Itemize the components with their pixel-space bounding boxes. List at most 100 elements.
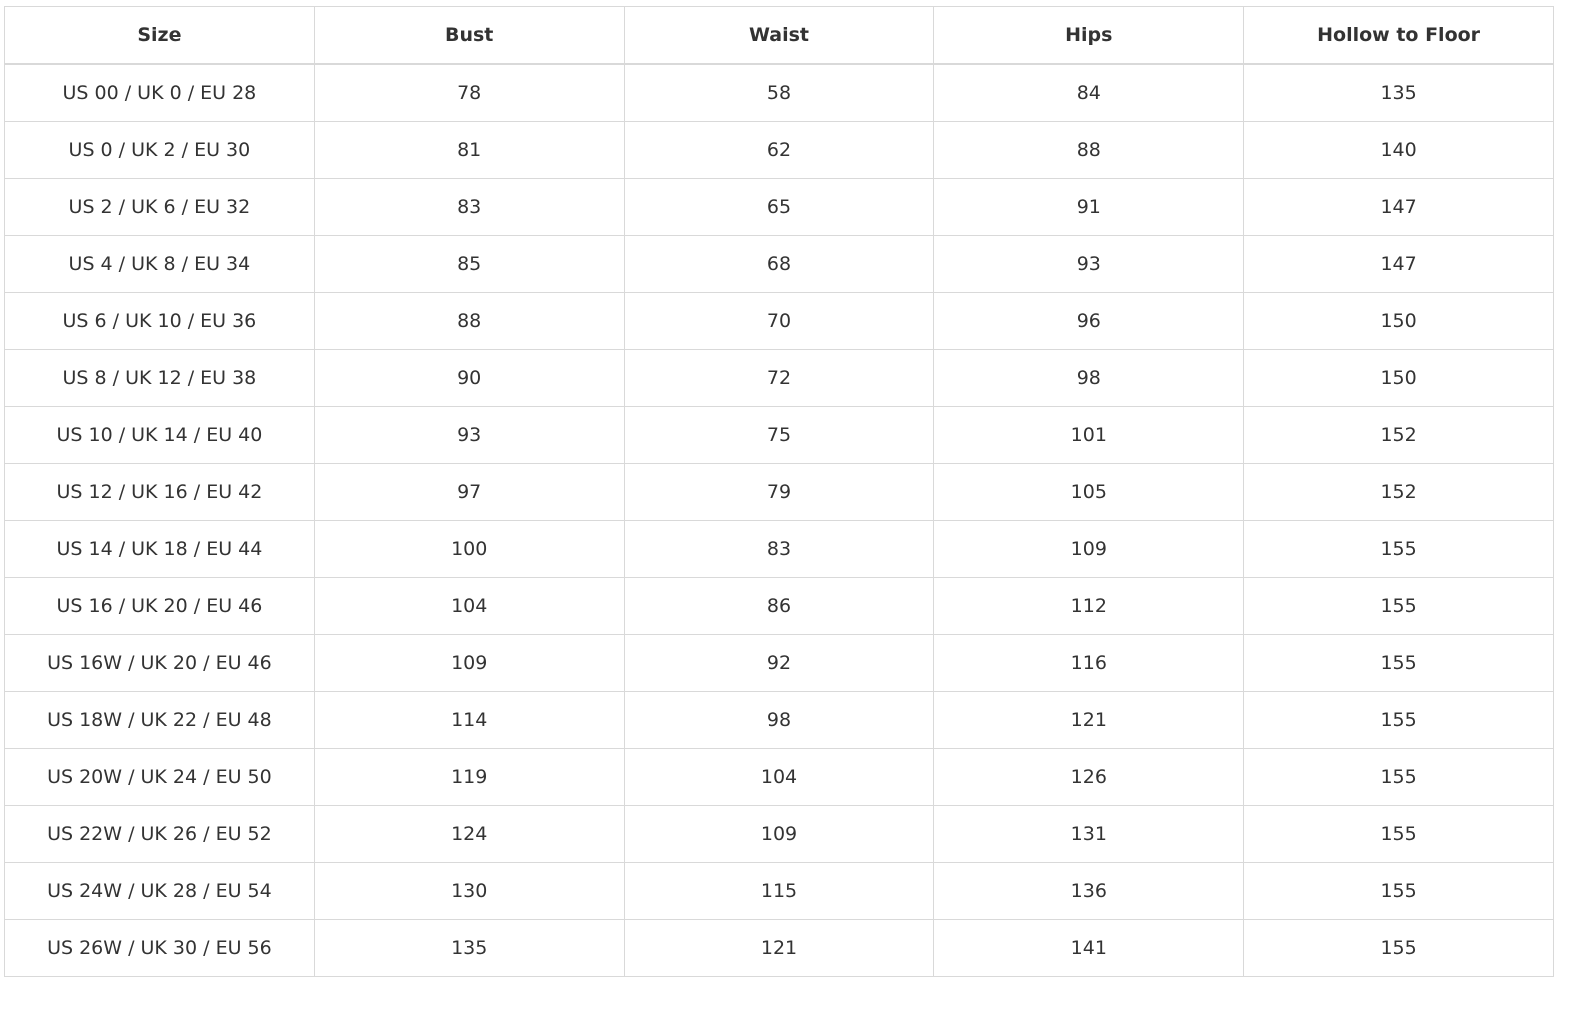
measure-cell: 131 [933, 805, 1245, 863]
measure-cell: 114 [313, 691, 625, 749]
table-header: Size Bust Waist Hips Hollow to Floor [4, 6, 1554, 65]
table-row: US 6 / UK 10 / EU 36 88 70 96 150 [4, 292, 1554, 350]
measure-cell: 109 [933, 520, 1245, 578]
measure-cell: 155 [1243, 862, 1554, 920]
table-row: US 8 / UK 12 / EU 38 90 72 98 150 [4, 349, 1554, 407]
measure-cell: 101 [933, 406, 1245, 464]
measure-cell: 91 [933, 178, 1245, 236]
measure-cell: 104 [623, 748, 935, 806]
measure-cell: 136 [933, 862, 1245, 920]
measure-cell: 58 [623, 63, 935, 122]
size-cell: US 16W / UK 20 / EU 46 [4, 634, 315, 692]
size-cell: US 4 / UK 8 / EU 34 [4, 235, 315, 293]
measure-cell: 119 [313, 748, 625, 806]
measure-cell: 98 [933, 349, 1245, 407]
table-row: US 4 / UK 8 / EU 34 85 68 93 147 [4, 235, 1554, 293]
measure-cell: 93 [313, 406, 625, 464]
table-body: US 00 / UK 0 / EU 28 78 58 84 135 US 0 / UK 2… [4, 63, 1554, 977]
measure-cell: 155 [1243, 691, 1554, 749]
measure-cell: 68 [623, 235, 935, 293]
measure-cell: 152 [1243, 406, 1554, 464]
size-cell: US 6 / UK 10 / EU 36 [4, 292, 315, 350]
measure-cell: 88 [933, 121, 1245, 179]
measure-cell: 84 [933, 63, 1245, 122]
table-row: US 12 / UK 16 / EU 42 97 79 105 152 [4, 463, 1554, 521]
size-cell: US 20W / UK 24 / EU 50 [4, 748, 315, 806]
size-cell: US 24W / UK 28 / EU 54 [4, 862, 315, 920]
measure-cell: 88 [313, 292, 625, 350]
measure-cell: 105 [933, 463, 1245, 521]
measure-cell: 121 [933, 691, 1245, 749]
table-row: US 18W / UK 22 / EU 48 114 98 121 155 [4, 691, 1554, 749]
size-cell: US 16 / UK 20 / EU 46 [4, 577, 315, 635]
measure-cell: 152 [1243, 463, 1554, 521]
measure-cell: 140 [1243, 121, 1554, 179]
measure-cell: 83 [623, 520, 935, 578]
measure-cell: 92 [623, 634, 935, 692]
measure-cell: 155 [1243, 520, 1554, 578]
size-cell: US 8 / UK 12 / EU 38 [4, 349, 315, 407]
measure-cell: 155 [1243, 805, 1554, 863]
measure-cell: 109 [313, 634, 625, 692]
measure-cell: 75 [623, 406, 935, 464]
measure-cell: 121 [623, 919, 935, 977]
measure-cell: 78 [313, 63, 625, 122]
measure-cell: 155 [1243, 919, 1554, 977]
header-cell: Size [4, 6, 315, 65]
table-row: US 16 / UK 20 / EU 46 104 86 112 155 [4, 577, 1554, 635]
table-row: US 24W / UK 28 / EU 54 130 115 136 155 [4, 862, 1554, 920]
measure-cell: 96 [933, 292, 1245, 350]
header-cell: Hips [933, 6, 1245, 65]
measure-cell: 124 [313, 805, 625, 863]
measure-cell: 150 [1243, 349, 1554, 407]
measure-cell: 90 [313, 349, 625, 407]
table-row: US 20W / UK 24 / EU 50 119 104 126 155 [4, 748, 1554, 806]
size-cell: US 00 / UK 0 / EU 28 [4, 63, 315, 122]
measure-cell: 126 [933, 748, 1245, 806]
measure-cell: 115 [623, 862, 935, 920]
size-cell: US 12 / UK 16 / EU 42 [4, 463, 315, 521]
measure-cell: 70 [623, 292, 935, 350]
measure-cell: 150 [1243, 292, 1554, 350]
table-row: US 00 / UK 0 / EU 28 78 58 84 135 [4, 63, 1554, 122]
table-row: US 10 / UK 14 / EU 40 93 75 101 152 [4, 406, 1554, 464]
measure-cell: 62 [623, 121, 935, 179]
size-cell: US 10 / UK 14 / EU 40 [4, 406, 315, 464]
table-row: US 16W / UK 20 / EU 46 109 92 116 155 [4, 634, 1554, 692]
table-row: US 26W / UK 30 / EU 56 135 121 141 155 [4, 919, 1554, 977]
measure-cell: 85 [313, 235, 625, 293]
measure-cell: 155 [1243, 577, 1554, 635]
size-cell: US 2 / UK 6 / EU 32 [4, 178, 315, 236]
table-row: US 0 / UK 2 / EU 30 81 62 88 140 [4, 121, 1554, 179]
header-row: Size Bust Waist Hips Hollow to Floor [4, 6, 1554, 65]
measure-cell: 135 [313, 919, 625, 977]
size-cell: US 14 / UK 18 / EU 44 [4, 520, 315, 578]
measure-cell: 81 [313, 121, 625, 179]
measure-cell: 104 [313, 577, 625, 635]
measure-cell: 147 [1243, 178, 1554, 236]
measure-cell: 112 [933, 577, 1245, 635]
header-cell: Bust [313, 6, 625, 65]
measure-cell: 93 [933, 235, 1245, 293]
header-cell: Waist [623, 6, 935, 65]
header-cell: Hollow to Floor [1243, 6, 1554, 65]
measure-cell: 116 [933, 634, 1245, 692]
measure-cell: 83 [313, 178, 625, 236]
measure-cell: 72 [623, 349, 935, 407]
table-row: US 14 / UK 18 / EU 44 100 83 109 155 [4, 520, 1554, 578]
measure-cell: 155 [1243, 634, 1554, 692]
measure-cell: 65 [623, 178, 935, 236]
measure-cell: 147 [1243, 235, 1554, 293]
size-table: Size Bust Waist Hips Hollow to Floor US 00 /… [4, 6, 1554, 977]
size-cell: US 22W / UK 26 / EU 52 [4, 805, 315, 863]
size-cell: US 18W / UK 22 / EU 48 [4, 691, 315, 749]
measure-cell: 130 [313, 862, 625, 920]
size-cell: US 0 / UK 2 / EU 30 [4, 121, 315, 179]
measure-cell: 141 [933, 919, 1245, 977]
measure-cell: 100 [313, 520, 625, 578]
measure-cell: 135 [1243, 63, 1554, 122]
measure-cell: 98 [623, 691, 935, 749]
measure-cell: 97 [313, 463, 625, 521]
measure-cell: 86 [623, 577, 935, 635]
